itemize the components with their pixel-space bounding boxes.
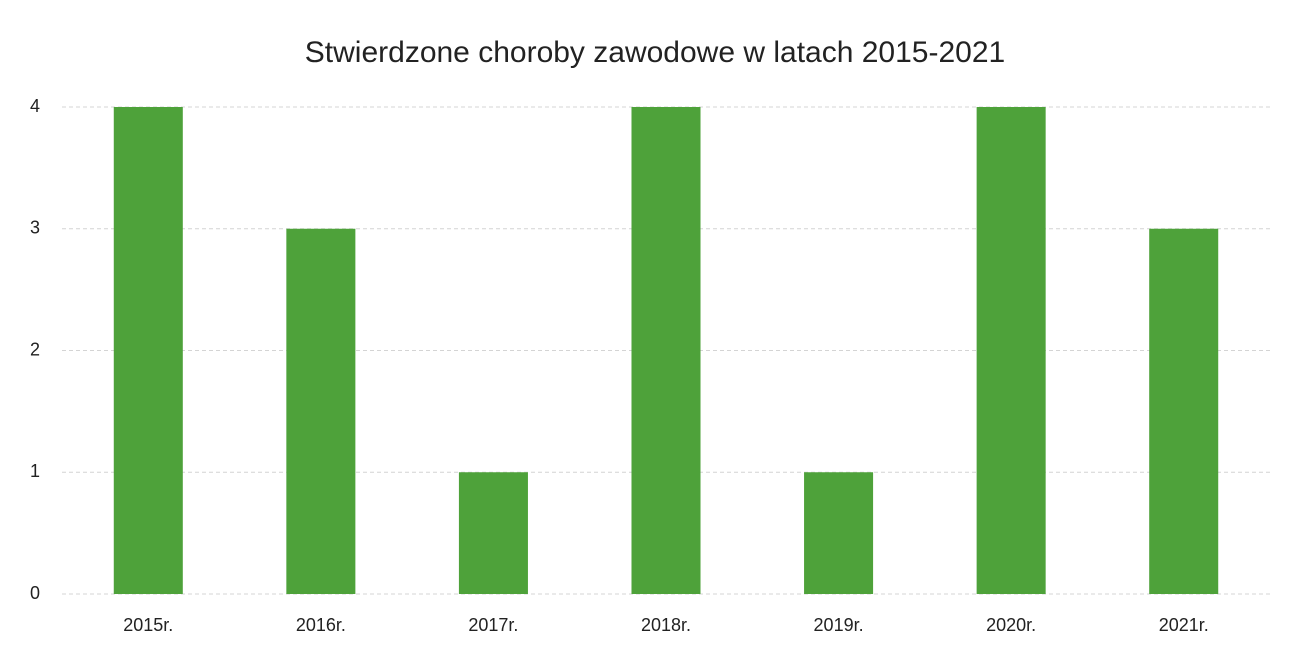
x-tick-label: 2019r. <box>814 615 864 635</box>
y-tick-label: 3 <box>30 218 40 238</box>
bar <box>804 472 874 594</box>
x-tick-label: 2015r. <box>123 615 173 635</box>
bar <box>286 228 356 594</box>
x-tick-label: 2016r. <box>296 615 346 635</box>
bar <box>113 107 183 594</box>
y-tick-label: 0 <box>30 583 40 603</box>
bar <box>458 472 528 594</box>
bar <box>1149 228 1219 594</box>
bar <box>631 107 701 594</box>
y-tick-label: 1 <box>30 461 40 481</box>
x-tick-label: 2017r. <box>468 615 518 635</box>
y-tick-label: 2 <box>30 339 40 359</box>
x-tick-label: 2020r. <box>986 615 1036 635</box>
y-tick-label: 4 <box>30 96 40 116</box>
x-tick-label: 2018r. <box>641 615 691 635</box>
x-tick-label: 2021r. <box>1159 615 1209 635</box>
chart-title: Stwierdzone choroby zawodowe w latach 20… <box>305 36 1005 69</box>
bar <box>976 107 1046 594</box>
